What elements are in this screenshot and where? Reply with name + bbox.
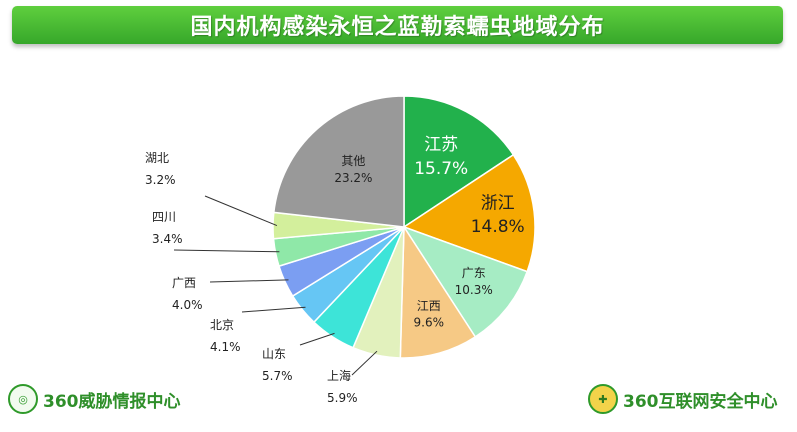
chart-title: 国内机构感染永恒之蓝勒索蠕虫地域分布 [190,15,605,40]
slice-value-9: 3.2% [145,173,176,187]
pie-slice-2 [402,225,529,338]
slice-label-2: 广东 [462,266,486,280]
shield-icon: ✚ [588,384,618,414]
pie-slice-1 [402,153,536,273]
slice-label-7: 广西 [172,276,196,290]
slice-label-10: 其他 [341,154,365,168]
slice-label-4: 上海 [327,368,351,383]
slice-value-6: 4.1% [210,340,241,354]
slice-value-3: 9.6% [414,316,445,330]
pie-slice-3 [399,224,477,359]
slice-value-1: 14.8% [471,217,525,237]
slice-value-10: 23.2% [334,171,372,185]
leader-line-4 [351,350,378,376]
leader-line-5 [299,332,335,346]
pie-slice-10 [272,95,405,228]
security-center-logo: ✚ 360互联网安全中心 [588,384,778,414]
pie-slice-0 [403,95,515,229]
slice-value-4: 5.9% [327,391,358,405]
slice-label-8: 四川 [152,210,176,224]
slice-value-2: 10.3% [455,283,493,297]
threat-intel-logo: ◎ 360威胁情报中心 [8,384,181,414]
slice-value-8: 3.4% [152,232,183,246]
slice-label-0: 江苏 [424,135,458,155]
left-brand-text: 360威胁情报中心 [43,391,181,412]
slice-label-5: 山东 [262,347,286,361]
slice-value-5: 5.7% [262,369,293,383]
leader-line-8 [173,249,280,253]
slice-label-1: 浙江 [481,193,515,213]
slice-label-6: 北京 [210,318,234,332]
slice-label-3: 江西 [417,299,441,313]
globe-icon: ◎ [8,384,38,414]
title-banner: 国内机构感染永恒之蓝勒索蠕虫地域分布 [12,6,783,44]
right-brand-text: 360互联网安全中心 [623,391,778,412]
slice-value-7: 4.0% [172,298,203,312]
slice-value-0: 15.7% [414,159,468,179]
slice-label-9: 湖北 [145,150,169,165]
leader-line-6 [241,306,306,313]
leader-line-7 [209,279,289,283]
leader-line-9 [204,195,278,227]
